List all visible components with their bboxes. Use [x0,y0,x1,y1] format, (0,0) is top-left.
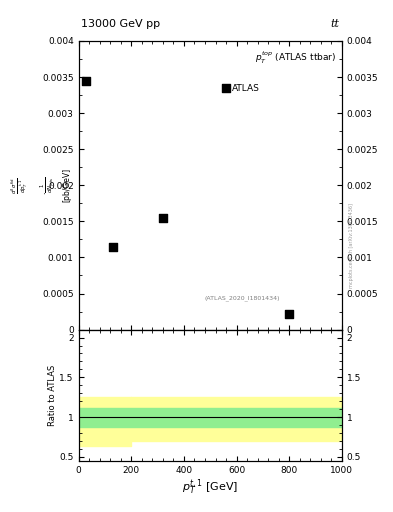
Text: 13000 GeV pp: 13000 GeV pp [81,19,160,29]
ATLAS [83,77,90,85]
ATLAS [160,214,166,222]
Text: mcplots.cern.ch [arXiv:1306.3436]: mcplots.cern.ch [arXiv:1306.3436] [349,203,354,288]
ATLAS [286,310,292,318]
X-axis label: $p_T^{t,1}$ [GeV]: $p_T^{t,1}$ [GeV] [182,477,239,498]
Y-axis label: Ratio to ATLAS: Ratio to ATLAS [48,365,57,426]
Y-axis label: $\frac{d^2\sigma^{\rm fid}}{dp_T^{t,1}}$
$\cdot \frac{1}{d N_{\rm jets}}$
[pb/Ge: $\frac{d^2\sigma^{\rm fid}}{dp_T^{t,1}}$… [10,168,72,202]
ATLAS [110,243,116,251]
Text: tt: tt [330,19,339,29]
Text: $p_T^{top}$ (ATLAS ttbar): $p_T^{top}$ (ATLAS ttbar) [255,50,337,66]
Text: (ATLAS_2020_I1801434): (ATLAS_2020_I1801434) [205,295,281,301]
Legend: ATLAS: ATLAS [219,80,264,96]
